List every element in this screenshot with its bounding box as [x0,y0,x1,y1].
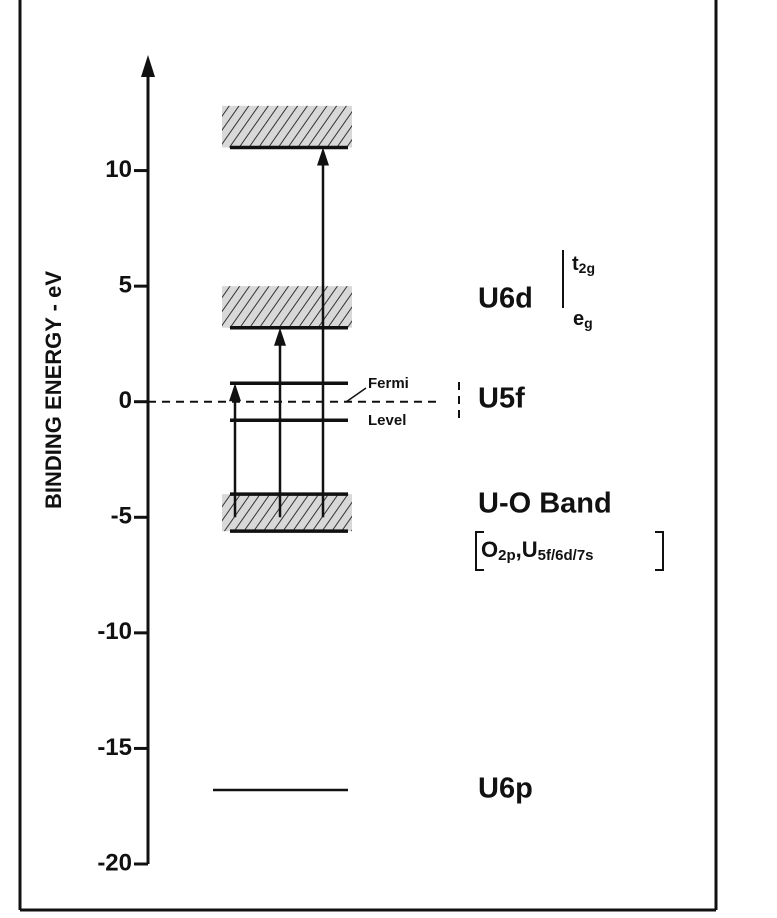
transition-head [274,327,286,346]
y-tick-label: 10 [105,156,132,183]
transition-head [317,147,329,166]
y-tick-label: 5 [119,271,132,298]
eg-text: e [573,308,584,330]
label-fermi: Fermi [368,375,409,392]
label-t2g: t2g [572,253,595,275]
eg-sub: g [584,315,593,331]
axis-arrow [141,55,155,77]
label-u6p: U6p [478,773,533,805]
bracket [655,531,664,571]
bracket [475,531,484,571]
label-u5f: U5f [478,383,525,415]
o: O [481,537,498,562]
label-uo-detail: O2p,U5f/6d/7s [481,537,594,564]
t2g-text: t [572,253,579,275]
y-tick-label: -15 [97,734,132,761]
pointer [345,387,367,403]
y-tick-label: -20 [97,849,132,876]
y-axis-label: BINDING ENERGY - eV [41,271,66,509]
band [222,494,352,532]
t2g-sub: 2g [579,260,595,276]
band [222,105,352,148]
label-level: Level [368,412,406,429]
y-tick-label: -10 [97,618,132,645]
frame [18,0,718,912]
label-u6d: U6d [478,283,533,315]
transition-head [229,383,241,402]
band [222,286,352,328]
u-sub: 5f/6d/7s [538,547,594,564]
o-sub: 2p [498,547,516,564]
label-uo-band: U-O Band [478,488,612,520]
y-tick-label: 0 [119,387,132,414]
y-tick-label: -5 [111,503,132,530]
label-eg: eg [573,308,593,330]
u: ,U [516,537,538,562]
